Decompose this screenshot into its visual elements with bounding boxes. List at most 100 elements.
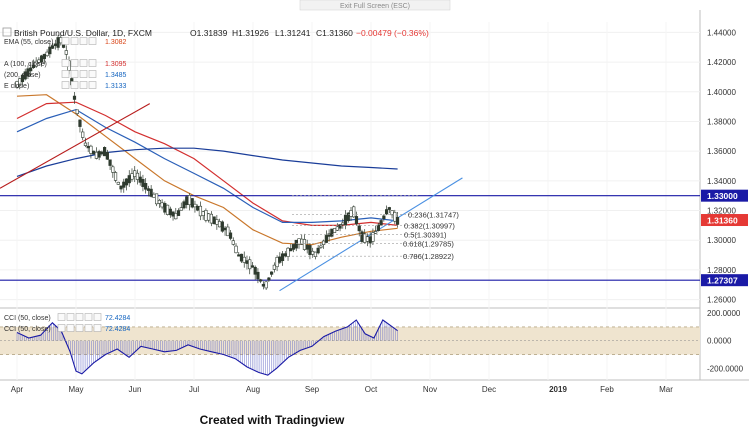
candle-body: [272, 264, 276, 270]
indicator-control-icon: [70, 70, 79, 78]
cci-control-icon: [84, 324, 93, 332]
indicator-control-icon: [70, 37, 79, 45]
candle-body: [354, 216, 359, 225]
cci-legend[interactable]: CCI (50, close) 72.4284 CCI (50, close) 72.…: [4, 313, 130, 334]
candle-body: [217, 221, 222, 228]
time-tick-label: Oct: [365, 385, 378, 394]
candle-body: [270, 271, 274, 275]
candle-body: [319, 245, 323, 248]
candle-body: [294, 239, 298, 249]
old-support-trendline: [0, 103, 151, 189]
time-tick-label: Apr: [11, 385, 24, 394]
time-tick-label: Jul: [189, 385, 199, 394]
candle-body: [330, 228, 334, 237]
candle-body: [141, 179, 145, 187]
exit-fullscreen-bar[interactable]: [299, 0, 451, 11]
exit-fullscreen-button[interactable]: Exit Full Screen (ESC): [340, 3, 410, 10]
axes: 1.44000 1.42000 1.40000 1.38000 1.36000 1.340…: [11, 28, 744, 394]
level-badge-bg: [701, 189, 748, 202]
candle-body: [278, 256, 282, 263]
candle-body: [86, 145, 90, 149]
candle-body: [308, 245, 312, 255]
cci-legend-label: CCI (50, close): [4, 315, 51, 322]
candle-body: [393, 211, 397, 222]
cci-control-icon: [57, 324, 66, 332]
caption-bar: Created with Tradingview: [0, 410, 749, 429]
cci-legend-value: 72.4284: [105, 315, 130, 322]
candle-body: [291, 244, 296, 250]
candle-body: [26, 68, 30, 77]
indicator-control-icon: [79, 70, 88, 78]
candle-body: [324, 235, 328, 243]
candle-body: [311, 250, 315, 255]
candle-body: [226, 226, 230, 237]
candle-body: [261, 283, 265, 287]
candle-body: [231, 240, 235, 245]
cci-tick-label: 0.0000: [707, 337, 732, 346]
candle-body: [179, 207, 183, 211]
sma-200-line: [16, 147, 398, 177]
indicator-legend-value: 1.3133: [105, 83, 127, 90]
candle-body: [34, 60, 38, 67]
indicator-legend-label: EMA (55, close): [4, 39, 53, 46]
indicator-legend[interactable]: EMA (55, close) 1.3082 A (100, close) 1.309…: [4, 37, 127, 91]
candle-body: [363, 233, 367, 243]
created-with-caption: Created with Tradingview: [200, 413, 345, 427]
candle-body: [83, 142, 88, 146]
candle-body: [343, 215, 348, 226]
candle-body: [72, 95, 77, 100]
candle-body: [387, 207, 391, 210]
candle-body: [365, 236, 370, 242]
ohlc-open: O1.31839: [190, 28, 228, 38]
candle-body: [124, 178, 129, 186]
indicator-control-icon: [70, 59, 79, 67]
candle-body: [267, 277, 271, 281]
time-tick-label: Nov: [423, 385, 437, 394]
candle-body: [338, 224, 342, 229]
price-tick-label: 1.36000: [707, 147, 736, 156]
indicator-control-icon: [79, 37, 88, 45]
candle-body: [193, 203, 197, 208]
candle-body: [64, 50, 68, 55]
candle-body: [283, 253, 287, 257]
price-tick-label: 1.34000: [707, 177, 736, 186]
candle-body: [316, 247, 320, 254]
candle-body: [207, 213, 211, 221]
indicator-legend-label: E close): [4, 83, 29, 90]
candle-body: [280, 253, 285, 261]
cci-control-icon: [84, 313, 93, 321]
indicator-control-icon: [61, 81, 70, 89]
indicator-control-icon: [79, 81, 88, 89]
candle-body: [382, 215, 386, 219]
indicator-legend-label: (200, close): [4, 72, 41, 79]
candle-body: [352, 206, 356, 218]
candle-body: [190, 198, 194, 208]
candle-body: [108, 159, 112, 166]
ohlc-change: −0.00479 (−0.36%): [356, 28, 429, 38]
candle-body: [56, 37, 60, 48]
collapse-legend-icon[interactable]: [2, 27, 12, 37]
candle-body: [376, 224, 380, 231]
candle-body: [322, 240, 326, 245]
fibonacci-retracement[interactable]: 0.236(1.31747) 0.382(1.30997)0.5(1.30391)…: [292, 195, 459, 262]
candle-body: [94, 151, 98, 159]
candle-body: [133, 170, 137, 177]
indicator-control-icon: [61, 70, 70, 78]
cci-control-icon: [66, 324, 75, 332]
indicator-control-icon: [61, 37, 70, 45]
candle-body: [245, 260, 249, 264]
candle-body: [341, 222, 345, 225]
price-tick-label: 1.38000: [707, 117, 736, 126]
candle-body: [220, 221, 224, 232]
candle-body: [237, 254, 241, 257]
candle-body: [113, 172, 118, 181]
time-tick-label: Mar: [659, 385, 673, 394]
symbol-title: British Pound/U.S. Dollar, 1D, FXCM: [14, 28, 152, 38]
candle-body: [165, 204, 170, 215]
price-tick-label: 1.30000: [707, 236, 736, 245]
candle-body: [286, 247, 290, 257]
candle-body: [371, 232, 375, 242]
ohlc-high: H1.31926: [232, 28, 269, 38]
candle-body: [357, 225, 361, 232]
